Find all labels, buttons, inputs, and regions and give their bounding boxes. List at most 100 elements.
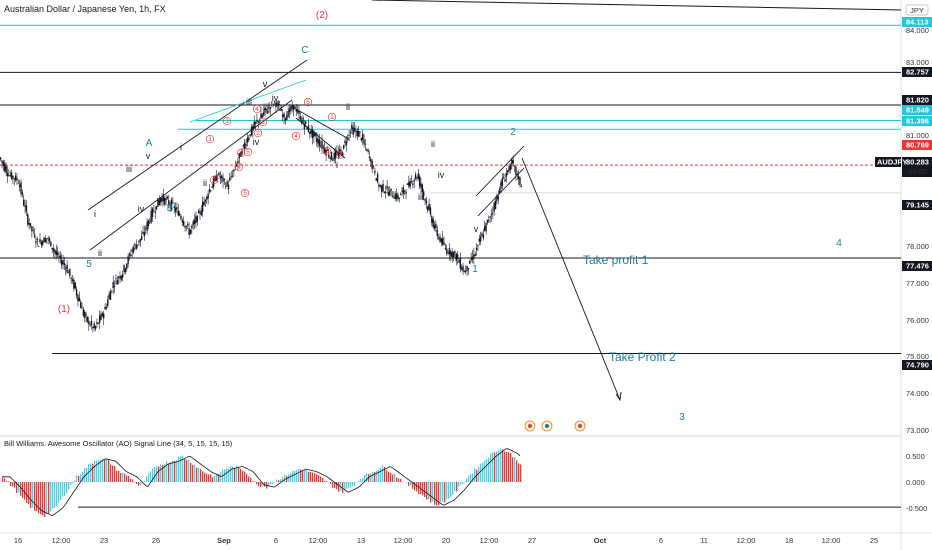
candle-body — [153, 210, 155, 212]
ao-bar — [12, 482, 14, 487]
candle-body — [340, 149, 342, 152]
candle-body — [173, 206, 175, 208]
price-tag — [902, 67, 932, 77]
candle-body — [75, 289, 78, 296]
candle-body — [477, 245, 479, 246]
candle-body — [383, 192, 386, 193]
candle-body — [496, 195, 498, 201]
candle-body — [361, 133, 364, 140]
ao-bar — [282, 476, 284, 482]
price-tag — [902, 140, 932, 150]
candle-body — [18, 184, 21, 187]
ao-bar — [160, 464, 162, 482]
candle-body — [391, 196, 394, 198]
price-tick-label: 84.000 — [906, 26, 929, 35]
ao-bar — [174, 460, 176, 482]
candle-body — [287, 111, 289, 117]
ao-bar — [102, 458, 104, 482]
candle-body — [305, 121, 307, 124]
candle-body — [444, 247, 447, 249]
candle-body — [410, 181, 413, 183]
candle-body — [5, 165, 7, 173]
candle-body — [367, 149, 369, 152]
candle-body — [183, 221, 185, 226]
candle-body — [429, 207, 432, 215]
circle-marker-label: 5 — [246, 149, 250, 156]
ao-bar — [130, 478, 132, 482]
ao-bar — [242, 470, 244, 482]
time-tick-label: 12:00 — [737, 536, 756, 545]
candle-body — [82, 309, 85, 316]
ao-bar — [30, 482, 32, 509]
candle-body — [273, 101, 276, 103]
wave-sub-label: iii — [246, 97, 252, 107]
ao-bar — [392, 474, 394, 482]
candle-body — [494, 200, 497, 210]
time-tick-label: 16 — [14, 536, 22, 545]
candle-body — [481, 233, 483, 237]
ao-bar — [320, 476, 322, 482]
candle-body — [81, 307, 83, 309]
candle-body — [492, 212, 494, 214]
candle-body — [368, 156, 371, 159]
candle-body — [44, 238, 47, 243]
candle-body — [409, 180, 411, 188]
candle-body — [187, 224, 189, 226]
ao-bar — [88, 464, 90, 482]
candle-body — [333, 152, 335, 160]
candle-body — [462, 265, 464, 272]
ao-bar — [146, 476, 148, 482]
candle-body — [233, 169, 235, 172]
ao-bar — [268, 482, 270, 487]
ao-bar — [308, 471, 310, 482]
ao-bar — [348, 482, 350, 488]
candle-body — [0, 157, 2, 160]
ao-bar — [126, 475, 128, 482]
event-markers[interactable] — [524, 420, 586, 432]
candle-body — [85, 314, 87, 316]
event-marker[interactable] — [524, 420, 536, 432]
ao-bar — [2, 477, 4, 482]
candle-body — [150, 210, 152, 223]
candle-body — [402, 187, 405, 194]
wave-sub-label: iv — [138, 204, 145, 214]
ao-bar — [138, 482, 140, 486]
ao-bar — [172, 460, 174, 482]
wave-label-blue: 2 — [510, 127, 516, 138]
candle-body — [398, 197, 400, 199]
event-marker[interactable] — [541, 420, 553, 432]
ao-bar — [398, 478, 400, 482]
ao-bar — [90, 463, 92, 482]
candle-body — [446, 248, 448, 254]
price-tick-label: 83.000 — [906, 58, 929, 67]
price-tick-label: 74.000 — [906, 389, 929, 398]
ao-bar — [34, 482, 36, 511]
candle-body — [488, 219, 490, 221]
candle-body — [290, 106, 292, 111]
candle-body — [417, 173, 419, 179]
candle-body — [306, 127, 308, 130]
candle-body — [212, 178, 215, 187]
projection-arrowhead — [615, 391, 622, 402]
ao-bar — [48, 482, 50, 515]
ao-bar — [376, 470, 378, 482]
candle-body — [406, 183, 409, 185]
candle-body — [366, 149, 368, 151]
price-tick-label: 73.000 — [906, 426, 929, 435]
ao-bar — [338, 482, 340, 492]
candle-body — [371, 160, 373, 169]
candle-body — [12, 176, 14, 179]
candle-body — [77, 294, 79, 302]
price-tag — [902, 157, 932, 177]
wave-sub-label: iv — [253, 137, 260, 147]
candle-body — [470, 258, 472, 260]
time-tick-label: 6 — [274, 536, 278, 545]
candle-body — [253, 121, 255, 129]
candle-body — [127, 256, 129, 264]
ao-bar — [6, 481, 8, 482]
candle-body — [237, 160, 239, 164]
ao-bar — [386, 470, 388, 482]
event-marker[interactable] — [574, 420, 586, 432]
